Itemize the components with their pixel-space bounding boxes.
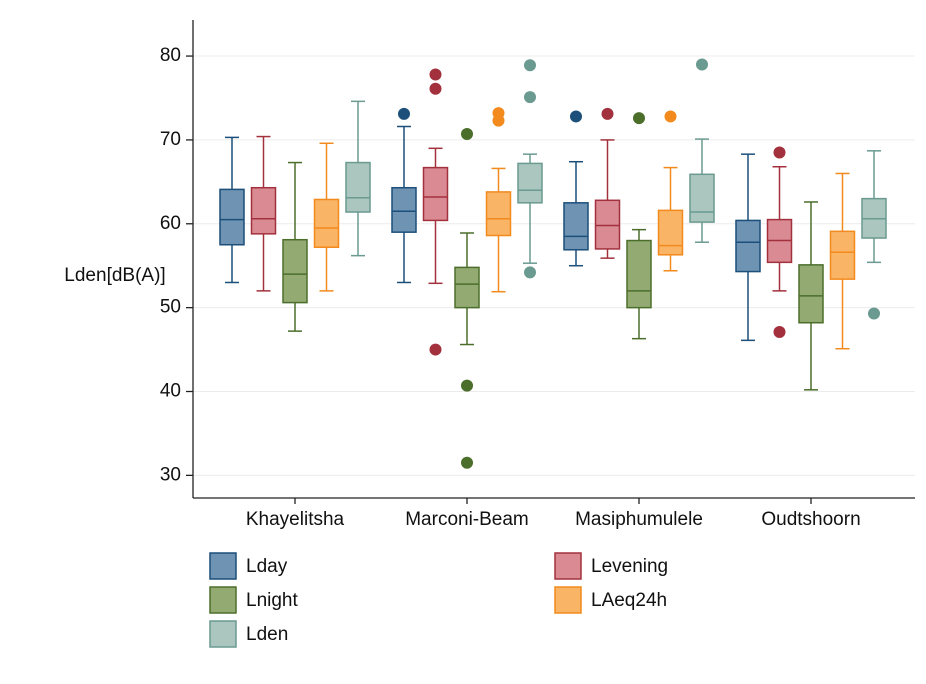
outlier <box>773 146 786 159</box>
box <box>219 188 245 246</box>
y-tick-label: 60 <box>160 213 181 234</box>
x-tick-label: Masiphumulele <box>575 509 703 530</box>
outlier <box>429 68 442 81</box>
box <box>735 219 761 273</box>
outlier <box>429 343 442 356</box>
x-tick-label: Marconi-Beam <box>405 509 529 530</box>
box <box>485 191 512 237</box>
outlier <box>461 379 473 392</box>
box <box>626 239 652 309</box>
legend-swatch <box>209 620 237 648</box>
outlier <box>696 58 708 71</box>
y-axis-label: Lden[dB(A)] <box>64 265 165 286</box>
outlier <box>868 307 880 320</box>
x-tick-label: Oudtshoorn <box>761 509 860 530</box>
legend-swatch <box>209 552 237 580</box>
outlier <box>664 110 677 123</box>
box <box>517 162 543 204</box>
box <box>454 266 480 309</box>
legend-label: Lday <box>246 556 288 577</box>
outlier <box>601 107 614 120</box>
legend-swatch <box>554 552 582 580</box>
legend-swatch <box>554 586 582 614</box>
legend-label: Lnight <box>246 590 298 611</box>
box <box>798 264 824 324</box>
legend-label: Lden <box>246 624 288 645</box>
outlier <box>524 59 536 72</box>
outlier <box>429 82 442 95</box>
box <box>345 161 371 213</box>
legend-label: Levening <box>591 556 668 577</box>
box <box>313 198 340 249</box>
y-tick-label: 80 <box>160 45 181 66</box>
x-tick-label: Khayelitsha <box>246 509 345 530</box>
box <box>391 186 417 233</box>
box <box>689 173 715 223</box>
box <box>250 186 277 235</box>
box <box>829 230 856 280</box>
outlier <box>461 128 473 141</box>
legend-swatch <box>209 586 237 614</box>
y-tick-label: 70 <box>160 129 181 150</box>
outlier <box>633 112 645 125</box>
box <box>563 202 589 251</box>
outlier <box>570 110 582 123</box>
box <box>282 238 308 304</box>
outlier <box>524 266 536 279</box>
outlier <box>398 107 410 120</box>
y-tick-label: 30 <box>160 464 181 485</box>
y-tick-label: 50 <box>160 297 181 318</box>
outlier <box>773 325 786 338</box>
y-tick-label: 40 <box>160 381 181 402</box>
outlier <box>461 456 473 469</box>
legend-label: LAeq24h <box>591 590 667 611</box>
outlier <box>524 91 536 104</box>
box <box>657 209 684 256</box>
box <box>594 199 621 250</box>
box <box>422 166 449 222</box>
outlier <box>492 114 505 127</box>
